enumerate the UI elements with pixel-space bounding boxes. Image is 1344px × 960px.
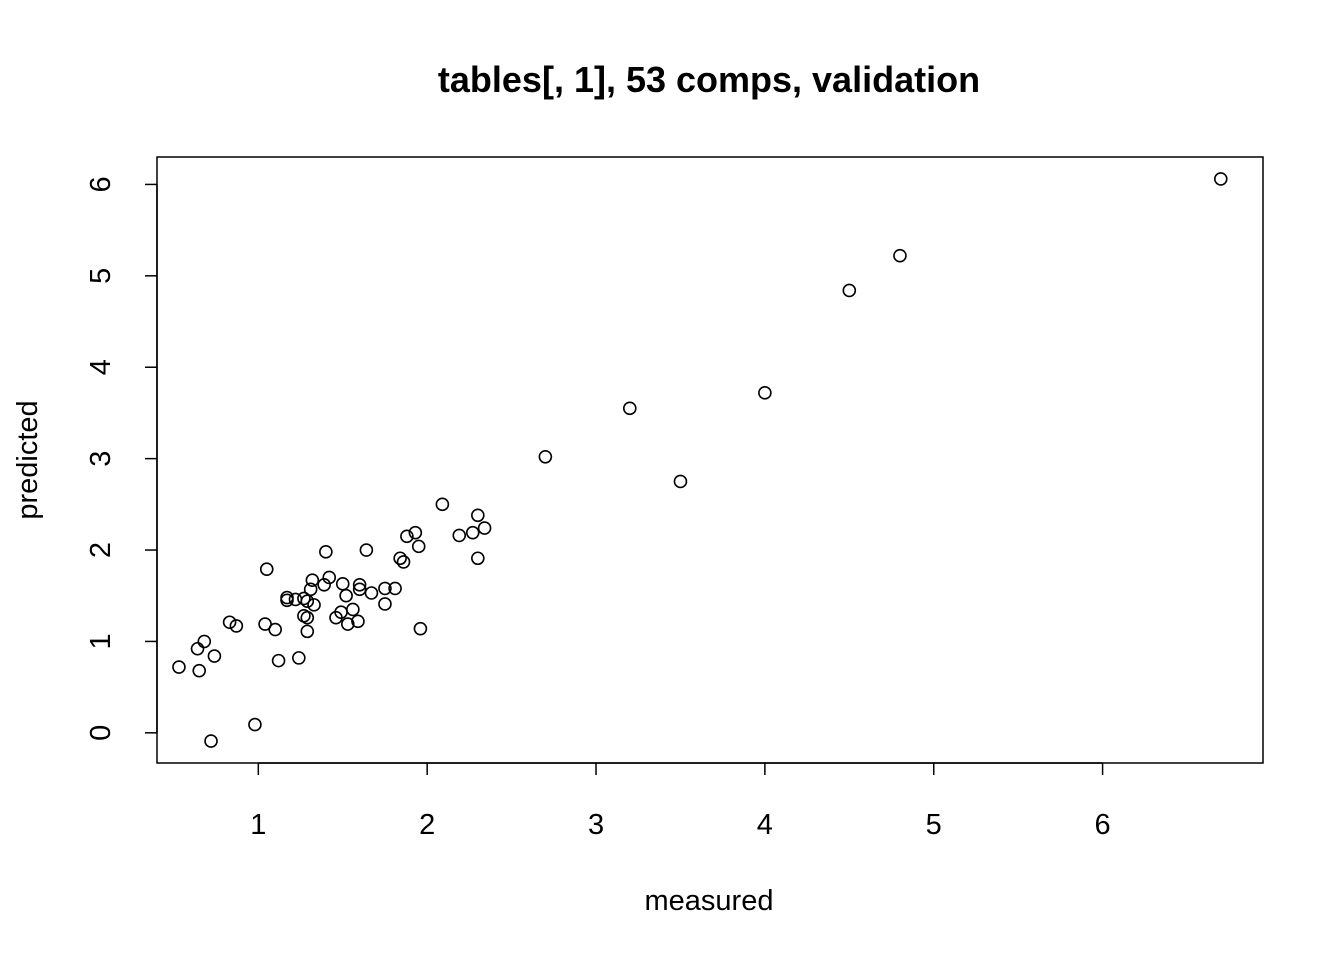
data-point bbox=[259, 562, 274, 577]
y-axis-label: predicted bbox=[12, 400, 44, 519]
data-point bbox=[622, 401, 637, 416]
data-point bbox=[408, 525, 423, 540]
data-point bbox=[305, 573, 320, 587]
data-point bbox=[435, 497, 450, 512]
data-point bbox=[411, 539, 426, 554]
y-tick-label: 4 bbox=[85, 359, 117, 375]
chart-title: tables[, 1], 53 comps, validation bbox=[438, 59, 980, 100]
data-point bbox=[280, 593, 294, 608]
data-point bbox=[471, 551, 485, 566]
data-point bbox=[319, 545, 333, 559]
x-tick-label: 6 bbox=[1095, 809, 1111, 841]
data-point bbox=[292, 651, 306, 665]
data-point bbox=[352, 582, 367, 597]
data-point bbox=[378, 597, 392, 611]
y-tick-label: 6 bbox=[85, 176, 117, 192]
x-tick-label: 4 bbox=[757, 809, 773, 841]
data-point bbox=[393, 551, 407, 566]
data-point bbox=[222, 615, 237, 630]
data-point bbox=[352, 577, 367, 592]
data-point bbox=[190, 641, 205, 656]
y-tick-label: 0 bbox=[85, 725, 117, 741]
data-point bbox=[229, 619, 244, 633]
data-point bbox=[297, 591, 311, 606]
data-point bbox=[280, 590, 294, 605]
x-tick-label: 2 bbox=[419, 809, 435, 841]
data-points bbox=[172, 172, 1228, 748]
x-axis: 1 2 3 4 5 6 bbox=[250, 762, 1111, 841]
data-point bbox=[172, 660, 186, 674]
data-point bbox=[346, 602, 360, 617]
data-point bbox=[248, 717, 262, 732]
data-point bbox=[271, 653, 286, 668]
data-point bbox=[538, 450, 553, 464]
data-point bbox=[413, 621, 428, 636]
data-point bbox=[471, 508, 485, 523]
data-point bbox=[364, 586, 379, 600]
data-point bbox=[893, 248, 907, 263]
data-point bbox=[673, 474, 688, 489]
data-point bbox=[378, 581, 392, 596]
y-tick-label: 2 bbox=[85, 542, 117, 558]
data-point bbox=[465, 525, 480, 540]
data-point bbox=[842, 283, 857, 298]
data-point bbox=[197, 634, 212, 649]
y-tick-label: 1 bbox=[85, 633, 117, 649]
x-axis-label: measured bbox=[645, 885, 774, 917]
data-point bbox=[339, 588, 353, 603]
data-point bbox=[341, 617, 355, 631]
data-point bbox=[400, 529, 414, 544]
data-point bbox=[335, 577, 350, 591]
x-tick-label: 3 bbox=[588, 809, 604, 841]
x-tick-label: 5 bbox=[926, 809, 942, 841]
data-point bbox=[477, 521, 492, 535]
data-point bbox=[758, 386, 772, 400]
y-tick-label: 3 bbox=[85, 451, 117, 467]
data-point bbox=[268, 622, 282, 637]
data-point bbox=[452, 528, 467, 543]
data-point bbox=[192, 663, 207, 678]
data-point bbox=[258, 617, 272, 631]
plot-frame bbox=[156, 156, 1264, 764]
data-point bbox=[351, 614, 365, 629]
data-point bbox=[300, 610, 315, 625]
data-point bbox=[204, 734, 218, 748]
data-point bbox=[1213, 172, 1228, 186]
x-tick-label: 1 bbox=[250, 809, 266, 841]
data-point bbox=[322, 570, 337, 585]
data-point bbox=[300, 624, 315, 639]
data-point bbox=[388, 581, 402, 596]
data-point bbox=[207, 649, 222, 663]
y-tick-label: 5 bbox=[85, 268, 117, 284]
data-point bbox=[396, 555, 411, 569]
data-point bbox=[359, 543, 374, 557]
data-point bbox=[307, 598, 321, 612]
y-axis: 0 1 2 3 4 5 6 bbox=[85, 176, 158, 741]
data-point bbox=[303, 582, 318, 597]
